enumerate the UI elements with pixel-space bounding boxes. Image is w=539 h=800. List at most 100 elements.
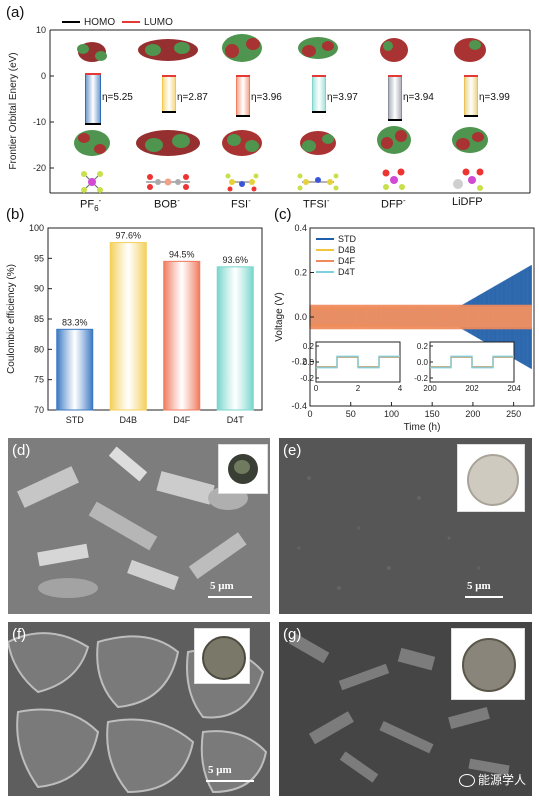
gap-bar-bob xyxy=(162,75,176,113)
bar-value-label: 83.3% xyxy=(62,317,88,327)
panel-d-scale: 5 μm xyxy=(210,580,234,592)
inset-photo-f xyxy=(194,628,250,684)
inset-early-cycles: 0.2 0.0 -0.20 2 4 xyxy=(300,341,403,393)
watermark: 能源学人 xyxy=(458,771,526,788)
coulombic-efficiency-chart: 70 75 80 85 90 95 100 Coulombic efficiency (%) 8… xyxy=(6,223,263,425)
sem-image-f: (f) 5 μm xyxy=(8,622,270,796)
molecule-label-pf6: PF6- xyxy=(80,196,102,213)
c-ytick-label: -0.4 xyxy=(291,401,307,411)
sem-image-e: (e) 5 μm xyxy=(279,438,532,614)
molecule-structures xyxy=(81,168,484,193)
b-xtick-label: D4B xyxy=(119,415,137,425)
c-ytick-label: 0.4 xyxy=(294,223,307,233)
eta-label-fsi: η=3.96 xyxy=(251,92,282,103)
b-ytick-label: 75 xyxy=(34,375,44,385)
b-xtick-label: D4T xyxy=(227,415,245,425)
gap-bar-pf xyxy=(85,73,101,125)
inset-ytick-label: -0.2 xyxy=(414,374,428,383)
inset-ytick-label: 0.0 xyxy=(417,358,429,367)
a-legend-lumo: LUMO xyxy=(144,17,173,28)
b-ytick-label: 95 xyxy=(34,253,44,263)
inset-ytick-label: 0.2 xyxy=(303,342,315,351)
bar-value-label: 93.6% xyxy=(222,255,248,265)
a-legend-homo: HOMO xyxy=(84,17,115,28)
panel-a-label: (a) xyxy=(6,4,25,21)
bar-d4t xyxy=(216,266,254,411)
c-xtick-label: 50 xyxy=(346,409,356,419)
panel-f-scale: 5 μm xyxy=(208,764,232,776)
inset-xtick-label: 0 xyxy=(314,384,319,393)
inset-ytick-label: 0.0 xyxy=(303,358,315,367)
eta-label-dfp: η=3.94 xyxy=(403,92,434,103)
series-band-d4f xyxy=(309,304,532,330)
a-ylabel: Frontier Orbital Enery (eV) xyxy=(8,52,19,169)
c-legend-label: D4F xyxy=(338,256,356,266)
orbital-blobs xyxy=(74,34,488,156)
c-xtick-label: 0 xyxy=(307,409,312,419)
c-xtick-label: 100 xyxy=(384,409,399,419)
b-ytick-label: 70 xyxy=(34,405,44,415)
bar-d4b xyxy=(109,242,147,411)
eta-label-tfsi: η=3.97 xyxy=(327,92,358,103)
panel-b-label: (b) xyxy=(6,206,25,223)
a-ytick-10: 10 xyxy=(36,25,46,35)
panel-a-chart: 10 0 -10 -20 Frontier Orbital Enery (eV)… xyxy=(8,17,531,194)
b-ytick-label: 85 xyxy=(34,314,44,324)
b-ytick-label: 90 xyxy=(34,284,44,294)
c-legend-label: D4B xyxy=(338,245,356,255)
c-ytick-label: -0.2 xyxy=(291,357,307,367)
inset-ytick-label: -0.2 xyxy=(300,374,314,383)
molecule-label-tfsi: TFSI- xyxy=(303,196,330,211)
panel-f-label: (f) xyxy=(12,626,27,643)
a-ytick-0: 0 xyxy=(41,71,46,81)
panel-d-label: (d) xyxy=(12,442,31,459)
inset-photo-e xyxy=(457,444,525,512)
b-xtick-label: STD xyxy=(66,415,85,425)
inset-wave xyxy=(430,355,514,369)
molecule-label-lidfp: LiDFP xyxy=(452,196,483,208)
b-ylabel: Coulombic efficiency (%) xyxy=(6,264,17,374)
inset-xtick-label: 204 xyxy=(507,384,521,393)
bar-d4f xyxy=(163,260,201,411)
gap-bar-fsi xyxy=(236,75,250,117)
eta-label-bob: η=2.87 xyxy=(177,92,208,103)
c-legend-label: STD xyxy=(338,234,357,244)
panel-e-scale: 5 μm xyxy=(467,580,491,592)
c-legend-label: D4T xyxy=(338,267,356,277)
panel-c-label: (c) xyxy=(274,206,292,223)
inset-ytick-label: 0.2 xyxy=(417,342,429,351)
bar-value-label: 97.6% xyxy=(115,231,141,241)
b-ytick-label: 100 xyxy=(29,223,44,233)
inset-xtick-label: 2 xyxy=(356,384,361,393)
sem-image-g: (g) 能源学人 xyxy=(279,622,532,796)
a-ytick-m20: -20 xyxy=(33,163,46,173)
panel-g-label: (g) xyxy=(283,626,302,643)
molecule-label-bob: BOB- xyxy=(154,196,180,211)
c-xtick-label: 150 xyxy=(425,409,440,419)
inset-xtick-label: 4 xyxy=(398,384,403,393)
eta-label-lidfp: η=3.99 xyxy=(479,92,510,103)
gap-bar-dfp xyxy=(388,75,402,121)
inset-photo-d xyxy=(218,444,268,494)
inset-xtick-label: 200 xyxy=(423,384,437,393)
bar-std xyxy=(56,328,94,411)
c-ylabel: Voltage (V) xyxy=(274,292,285,341)
c-ytick-label: 0.0 xyxy=(294,312,307,322)
b-xtick-label: D4F xyxy=(173,415,191,425)
c-ytick-label: 0.2 xyxy=(294,268,307,278)
c-xlabel: Time (h) xyxy=(404,422,441,433)
b-ytick-label: 80 xyxy=(34,344,44,354)
molecule-label-fsi: FSI- xyxy=(231,196,251,211)
panel-e-label: (e) xyxy=(283,442,302,459)
eta-label-pf: η=5.25 xyxy=(102,92,133,103)
inset-wave xyxy=(316,355,400,369)
wechat-icon xyxy=(458,774,475,787)
inset-photo-g xyxy=(451,628,525,700)
gap-bar-lidfp xyxy=(464,75,478,117)
inset-xtick-label: 202 xyxy=(465,384,479,393)
bar-value-label: 94.5% xyxy=(169,249,195,259)
c-xtick-label: 250 xyxy=(506,409,521,419)
c-xtick-label: 200 xyxy=(465,409,480,419)
